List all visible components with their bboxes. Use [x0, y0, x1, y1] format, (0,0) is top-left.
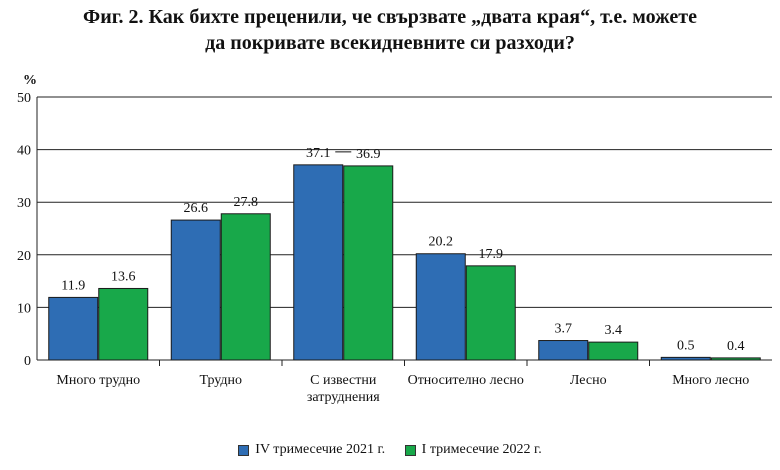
data-label-series-1-cat-5: 3.7 [555, 322, 573, 337]
bar-series-2-cat-5 [588, 341, 639, 361]
x-tick-label-cat-1: Много трудно [56, 373, 140, 388]
data-label-series-1-cat-6: 0.5 [677, 338, 695, 353]
bar-series-1-cat-6 [660, 356, 711, 361]
y-axis-label: % [23, 73, 37, 88]
bar-series-2-cat-4 [465, 265, 516, 361]
x-tick-label-cat-6: Много лесно [672, 373, 749, 388]
bar-series-1-cat-4 [415, 253, 466, 361]
bar-series-2-cat-6 [710, 357, 761, 361]
data-label-series-2-cat-3: 36.9 [356, 147, 381, 162]
bar-series-2-cat-1 [98, 287, 149, 361]
legend-swatch-series-2 [404, 444, 416, 456]
data-label-series-1-cat-3: 37.1 [306, 146, 331, 161]
data-label-series-1-cat-1: 11.9 [61, 278, 85, 293]
bar-series-1-cat-1 [48, 296, 99, 361]
x-tick-label-cat-4: Относително лесно [408, 373, 524, 388]
data-label-series-1-cat-2: 26.6 [184, 201, 209, 216]
y-tick-label-10: 10 [17, 301, 31, 316]
x-tick-label-cat-2: Трудно [199, 373, 242, 388]
legend-item-series-1: IV тримесечие 2021 г. [238, 442, 385, 458]
legend: IV тримесечие 2021 г. I тримесечие 2022 … [0, 442, 780, 461]
data-label-series-2-cat-4: 17.9 [479, 247, 504, 262]
y-tick-label-0: 0 [24, 354, 31, 369]
bar-series-1-cat-2 [170, 219, 221, 361]
bar-series-1-cat-5 [538, 340, 589, 361]
chart-title-line-2: да покривате всекидневните си разходи? [205, 32, 575, 54]
legend-item-series-2: I тримесечие 2022 г. [404, 442, 542, 458]
bar-series-2-cat-2 [220, 213, 271, 361]
data-label-series-1-cat-4: 20.2 [429, 235, 454, 250]
chart-title-line-1: Фиг. 2. Как бихте преценили, че свързват… [83, 6, 697, 28]
data-label-series-2-cat-5: 3.4 [605, 323, 623, 338]
x-tick-label-cat-3-line-1: С известни [310, 373, 377, 388]
chart-title: Фиг. 2. Как бихте преценили, че свързват… [0, 4, 780, 56]
data-label-series-2-cat-6: 0.4 [727, 339, 745, 354]
data-label-series-2-cat-2: 27.8 [234, 195, 259, 210]
x-tick-label-cat-3-line-2: затруднения [307, 390, 380, 405]
bar-series-2-cat-3 [343, 165, 394, 361]
y-tick-label-20: 20 [17, 249, 31, 264]
legend-label-series-2: I тримесечие 2022 г. [421, 442, 542, 457]
data-label-series-2-cat-1: 13.6 [111, 269, 136, 284]
y-tick-label-40: 40 [17, 144, 31, 159]
y-tick-label-50: 50 [17, 91, 31, 106]
y-tick-label-30: 30 [17, 196, 31, 211]
legend-swatch-series-1 [238, 444, 250, 456]
legend-label-series-1: IV тримесечие 2021 г. [255, 442, 386, 457]
bar-series-1-cat-3 [293, 164, 344, 361]
x-tick-label-cat-5: Лесно [570, 373, 607, 388]
